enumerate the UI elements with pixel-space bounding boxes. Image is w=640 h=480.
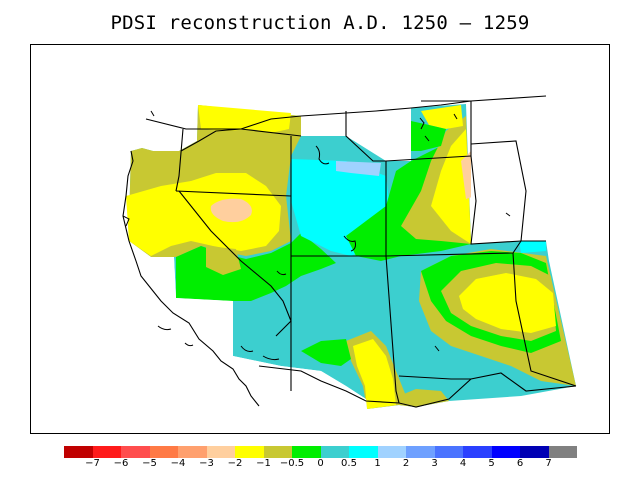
colorbar-swatch (206, 446, 235, 458)
field-yellow-se (459, 273, 556, 333)
colorbar-tick-label: −5 (142, 458, 157, 469)
colorbar-swatch (406, 446, 435, 458)
colorbar (64, 446, 577, 458)
field-yellow-south (353, 339, 396, 409)
colorbar-swatch (349, 446, 378, 458)
colorbar-tick-label: −6 (113, 458, 129, 469)
colorbar-swatch (434, 446, 463, 458)
colorbar-swatch (320, 446, 349, 458)
field-nevada-dry (210, 198, 252, 223)
colorbar-tick-label: −1 (256, 458, 271, 469)
colorbar-swatch (92, 446, 121, 458)
colorbar-tick-label: 2 (402, 458, 410, 469)
colorbar-tick-label: −2 (227, 458, 243, 469)
map-title: PDSI reconstruction A.D. 1250 – 1259 (110, 12, 530, 34)
field-yellow-nnw (421, 105, 463, 129)
colorbar-swatch (263, 446, 292, 458)
void-east (471, 141, 521, 244)
field-green-west (176, 233, 336, 301)
field-cyan-se (519, 241, 546, 253)
field-green-nnw (411, 121, 446, 151)
field-green-south (301, 339, 351, 366)
colorbar-swatch (491, 446, 520, 458)
colorbar-tick-label: 6 (516, 458, 524, 469)
field-olive-utah (206, 246, 241, 275)
colorbar-tick-label: 0.5 (341, 458, 357, 469)
colorbar-tick-label: 7 (545, 458, 552, 469)
colorbar-swatch (235, 446, 264, 458)
colorbar-tick-label: −4 (170, 458, 186, 469)
colorbar-tick-label: −7 (85, 458, 100, 469)
colorbar-tick-label: 1 (374, 458, 381, 469)
field-yellow-ne (431, 129, 471, 244)
void-north (301, 116, 411, 161)
colorbar-tick-label: 0 (317, 458, 324, 469)
field-light-blue (336, 161, 381, 176)
colorbar-tick-label: 4 (459, 458, 467, 469)
colorbar-swatch (548, 446, 577, 458)
colorbar-tick-label: −3 (199, 458, 214, 469)
colorbar-swatch (520, 446, 549, 458)
void-california (121, 241, 367, 411)
coastline (122, 95, 577, 408)
colorbar-tick-label: 3 (431, 458, 438, 469)
pdsi-map (121, 95, 577, 411)
colorbar-swatch (377, 446, 406, 458)
map-frame (30, 44, 610, 434)
state-boundaries (145, 100, 577, 404)
colorbar-tick-label: −0.5 (279, 458, 305, 469)
field-n-yellow (198, 105, 291, 133)
colorbar-swatch (149, 446, 178, 458)
colorbar-swatch (463, 446, 492, 458)
colorbar-swatch (178, 446, 207, 458)
colorbar-swatch (292, 446, 321, 458)
water-marks (122, 110, 511, 361)
colorbar-swatch (64, 446, 93, 458)
colorbar-swatch (121, 446, 150, 458)
colorbar-tick-label: 5 (488, 458, 495, 469)
colorbar-labels: −7 −6 −5 −4 −3 −2 −1 −0.5 0 0.5 1 2 3 4 5 6 7 (64, 458, 577, 472)
